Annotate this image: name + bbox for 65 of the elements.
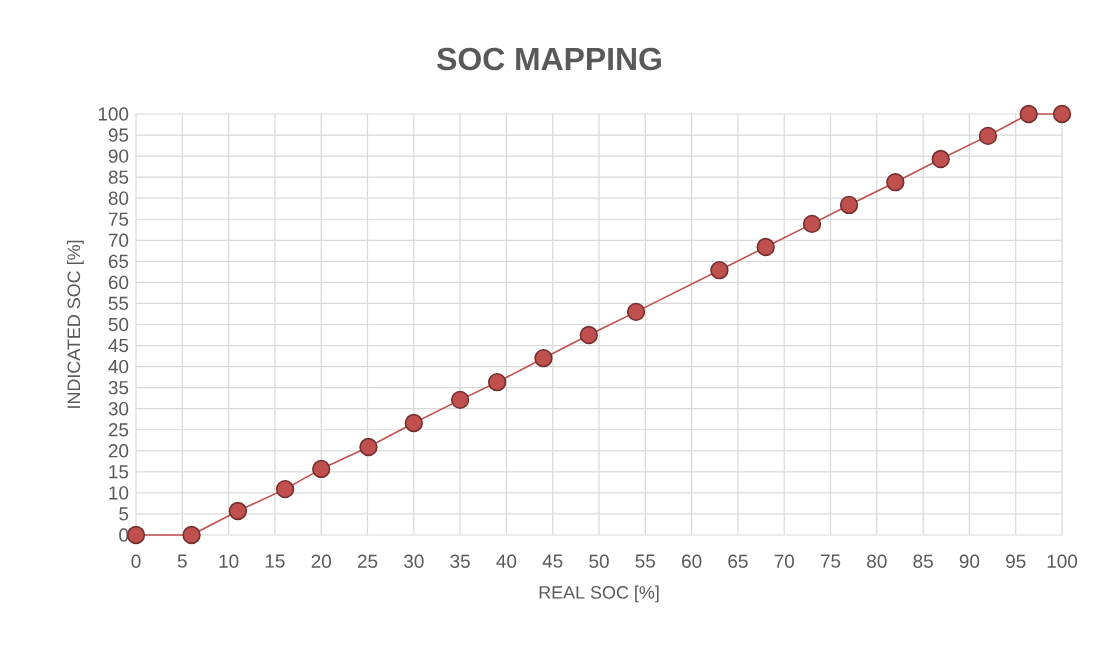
point xyxy=(450,390,470,410)
point xyxy=(931,149,950,169)
point xyxy=(228,501,248,521)
x-tick-label: 50 xyxy=(589,554,609,568)
y-tick-label: 90 xyxy=(108,149,129,163)
y-tick-label: 55 xyxy=(108,296,129,311)
y-tick-label: 80 xyxy=(108,191,129,205)
point xyxy=(312,459,331,479)
point xyxy=(487,373,507,392)
y-tick-label: 60 xyxy=(108,275,129,290)
point xyxy=(886,173,905,192)
point xyxy=(802,214,822,234)
x-tick-label: 5 xyxy=(177,554,187,568)
point xyxy=(534,349,553,368)
y-tick-label: 40 xyxy=(108,359,129,374)
y-tick-label: 25 xyxy=(108,423,129,437)
point xyxy=(579,325,598,345)
y-tick-label: 35 xyxy=(108,380,129,395)
point xyxy=(839,195,859,215)
point xyxy=(126,525,146,545)
x-tick-label: 95 xyxy=(1006,554,1026,568)
x-tick-label: 80 xyxy=(867,554,887,568)
y-tick-label: 5 xyxy=(119,507,129,521)
y-tick-label: 10 xyxy=(109,486,129,500)
point xyxy=(710,261,729,280)
point xyxy=(359,437,378,457)
y-tick-label: 75 xyxy=(108,212,129,226)
y-axis-title: INDICATED SOC [%] xyxy=(66,240,84,408)
point xyxy=(182,525,201,545)
y-tick-label: 70 xyxy=(108,233,129,247)
y-tick-label: 85 xyxy=(108,170,129,184)
x-tick-label: 70 xyxy=(774,554,794,568)
x-tick-label: 55 xyxy=(635,554,656,568)
x-tick-label: 85 xyxy=(913,554,933,568)
x-tick-label: 65 xyxy=(728,554,748,568)
point xyxy=(626,302,646,322)
y-tick-label: 95 xyxy=(108,128,129,142)
x-tick-label: 45 xyxy=(542,554,563,568)
point xyxy=(1052,104,1072,124)
x-tick-label: 10 xyxy=(219,554,239,568)
chart-title: SOC MAPPING xyxy=(437,47,661,71)
x-tick-label: 30 xyxy=(404,554,424,568)
x-tick-label: 90 xyxy=(959,554,980,568)
y-tick-label: 30 xyxy=(108,402,129,416)
point xyxy=(978,126,998,146)
point xyxy=(1019,104,1038,124)
point xyxy=(756,237,775,257)
y-tick-label: 45 xyxy=(108,338,129,353)
y-tick-label: 50 xyxy=(108,317,129,332)
x-tick-label: 15 xyxy=(265,554,285,568)
y-tick-label: 20 xyxy=(108,444,129,458)
x-tick-label: 75 xyxy=(820,554,841,568)
y-tick-label: 100 xyxy=(98,107,129,121)
point xyxy=(275,479,295,499)
x-tick-label: 25 xyxy=(357,554,378,568)
x-tick-label: 100 xyxy=(1047,554,1078,568)
point xyxy=(404,413,423,433)
x-tick-label: 0 xyxy=(131,554,141,568)
x-tick-label: 40 xyxy=(496,554,517,568)
x-tick-label: 20 xyxy=(311,554,331,568)
x-tick-label: 35 xyxy=(450,554,470,568)
y-tick-label: 65 xyxy=(108,254,129,269)
x-tick-label: 60 xyxy=(682,554,702,568)
x-axis-title: REAL SOC [%] xyxy=(539,585,659,603)
y-tick-label: 15 xyxy=(109,465,129,479)
